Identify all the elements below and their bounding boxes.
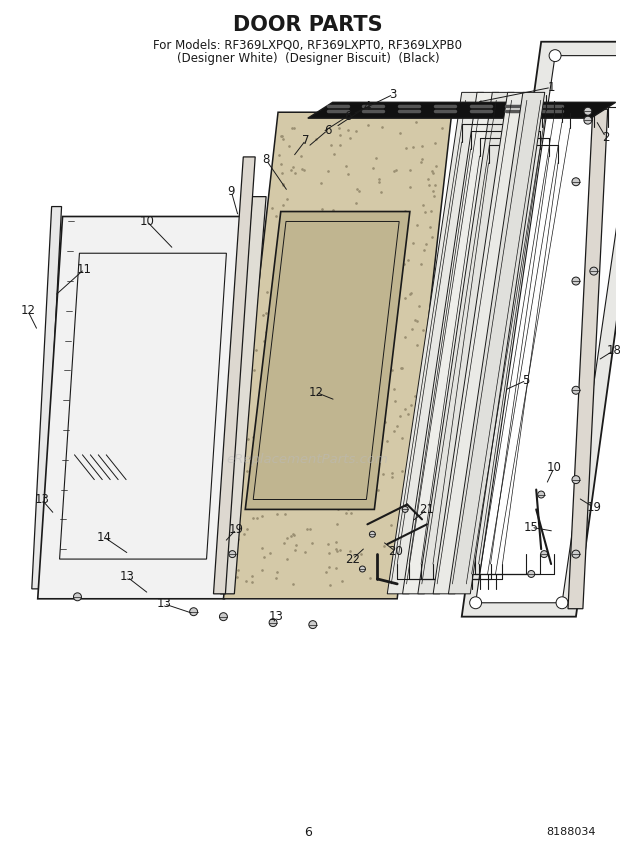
Circle shape — [360, 566, 365, 572]
Polygon shape — [213, 157, 255, 594]
Text: 9: 9 — [228, 185, 235, 199]
Circle shape — [572, 550, 580, 558]
Circle shape — [309, 621, 317, 628]
Text: 1: 1 — [547, 81, 555, 94]
Circle shape — [370, 532, 375, 538]
Polygon shape — [221, 197, 266, 594]
Circle shape — [269, 619, 277, 627]
Polygon shape — [418, 92, 514, 594]
Text: 6: 6 — [324, 123, 332, 137]
Text: 8: 8 — [262, 153, 270, 166]
Circle shape — [549, 50, 561, 62]
Text: 22: 22 — [345, 553, 360, 566]
Text: 4: 4 — [364, 100, 371, 113]
Polygon shape — [388, 92, 484, 594]
Circle shape — [584, 116, 592, 124]
Polygon shape — [462, 42, 620, 616]
Text: 18: 18 — [606, 344, 620, 357]
Circle shape — [572, 178, 580, 186]
Text: 14: 14 — [97, 531, 112, 544]
Circle shape — [541, 550, 547, 557]
Text: eReplacementParts.com: eReplacementParts.com — [227, 454, 389, 467]
Text: 20: 20 — [388, 544, 402, 557]
Text: 6: 6 — [304, 826, 312, 839]
Text: 10: 10 — [547, 461, 562, 474]
Text: 13: 13 — [268, 610, 283, 623]
Circle shape — [572, 476, 580, 484]
Polygon shape — [308, 103, 616, 118]
Text: 12: 12 — [308, 386, 323, 399]
Polygon shape — [568, 110, 608, 609]
Polygon shape — [476, 56, 620, 603]
Circle shape — [572, 386, 580, 395]
Circle shape — [470, 597, 482, 609]
Circle shape — [590, 267, 598, 275]
Circle shape — [402, 507, 408, 513]
Text: 10: 10 — [140, 215, 154, 228]
Circle shape — [556, 597, 568, 609]
Polygon shape — [32, 206, 61, 589]
Polygon shape — [38, 217, 249, 599]
Text: 13: 13 — [34, 493, 49, 506]
Text: 19: 19 — [587, 501, 601, 514]
Text: 13: 13 — [120, 570, 135, 584]
Text: For Models: RF369LXPQ0, RF369LXPT0, RF369LXPB0: For Models: RF369LXPQ0, RF369LXPT0, RF36… — [153, 39, 463, 51]
Text: 8188034: 8188034 — [546, 827, 596, 837]
Circle shape — [528, 570, 534, 578]
Text: 21: 21 — [420, 503, 435, 516]
Text: 15: 15 — [524, 520, 539, 534]
Text: DOOR PARTS: DOOR PARTS — [233, 15, 383, 35]
Text: 7: 7 — [302, 134, 309, 146]
Text: (Designer White)  (Designer Biscuit)  (Black): (Designer White) (Designer Biscuit) (Bla… — [177, 52, 439, 65]
Polygon shape — [402, 92, 499, 594]
Polygon shape — [223, 112, 452, 599]
Circle shape — [572, 277, 580, 285]
Circle shape — [229, 550, 236, 557]
Circle shape — [190, 608, 198, 615]
Text: 5: 5 — [523, 374, 530, 387]
Text: 13: 13 — [156, 597, 171, 610]
Circle shape — [584, 107, 592, 116]
Polygon shape — [433, 92, 529, 594]
Polygon shape — [246, 211, 410, 509]
Text: 11: 11 — [77, 263, 92, 276]
Text: 3: 3 — [389, 88, 397, 101]
Text: 2: 2 — [602, 131, 609, 144]
Text: 6: 6 — [344, 110, 352, 122]
Polygon shape — [448, 92, 545, 594]
Text: 19: 19 — [229, 523, 244, 536]
Text: 12: 12 — [20, 305, 35, 318]
Circle shape — [219, 613, 228, 621]
Circle shape — [538, 491, 544, 498]
Circle shape — [74, 593, 81, 601]
